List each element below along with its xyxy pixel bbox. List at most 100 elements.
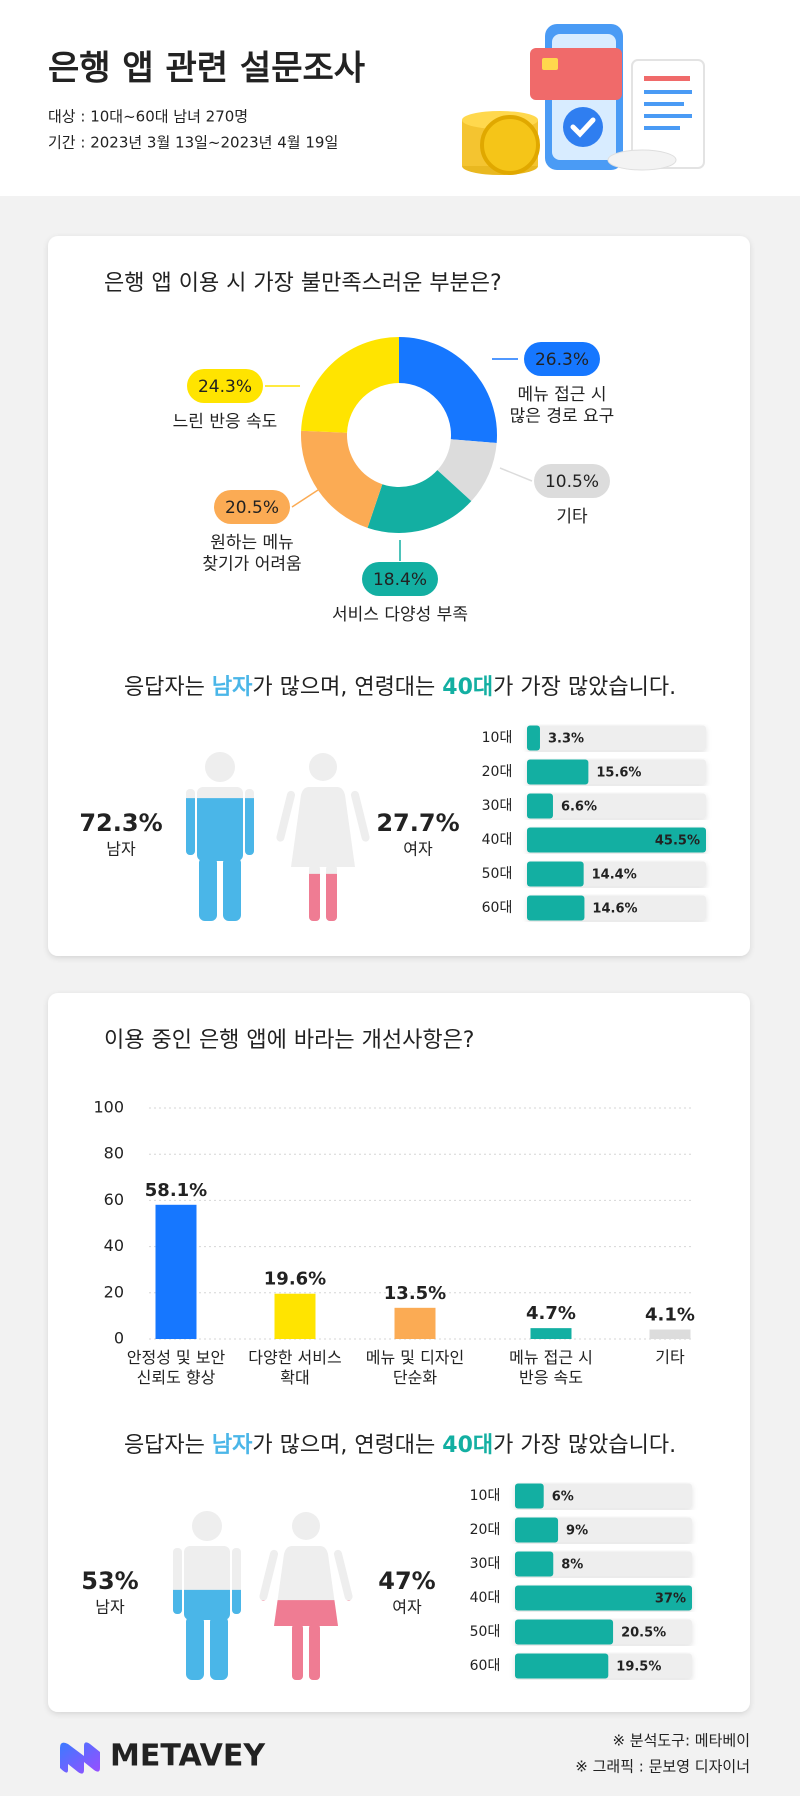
logo-icon	[60, 1742, 100, 1774]
bar	[527, 861, 584, 887]
bar	[515, 1653, 609, 1679]
leader-line	[499, 467, 533, 482]
pie-slice	[399, 337, 497, 443]
data-label: 14.4%	[592, 868, 637, 883]
y-tick-label: 0	[114, 1329, 124, 1348]
y-tick-label: 40	[104, 1236, 124, 1255]
category-label: 느린 반응 속도	[173, 412, 278, 432]
figure-part	[350, 790, 370, 842]
footer-note: ※ 그래픽 : 문보영 디자이너	[575, 1758, 750, 1776]
bar	[530, 1328, 572, 1339]
age-label: 60대	[470, 1658, 501, 1674]
bar-track	[515, 1483, 692, 1509]
bar	[515, 1585, 692, 1611]
age-label: 50대	[482, 866, 513, 882]
label-pill	[362, 562, 438, 596]
label-pill	[534, 464, 610, 498]
y-tick-label: 60	[104, 1190, 124, 1209]
gender-label: 여자	[392, 1598, 422, 1617]
data-label: 14.6%	[592, 902, 637, 917]
percent-label: 27.7%	[376, 809, 459, 837]
pie-slice	[300, 430, 383, 528]
figure-fill	[309, 873, 337, 921]
headline: 응답자는 남자가 많으며, 연령대는 40대가 가장 많았습니다.	[124, 1433, 676, 1458]
data-label: 15.6%	[596, 766, 641, 781]
x-tick-label: 다양한 서비스 확대	[248, 1348, 341, 1387]
headline-part: 가 가장 많았습니다.	[493, 1433, 676, 1458]
illustration	[462, 24, 705, 175]
data-label: 6.6%	[561, 800, 597, 815]
figure-part	[184, 1589, 230, 1620]
label-pill	[524, 342, 600, 376]
label-pill	[187, 369, 263, 403]
figure-part	[210, 1616, 228, 1680]
data-label: 6%	[552, 1490, 574, 1505]
figure-part	[309, 873, 320, 921]
data-label: 20.5%	[621, 1626, 666, 1641]
x-tick-label: 메뉴 및 디자인 단순화	[366, 1348, 465, 1387]
figure-part	[291, 787, 355, 867]
figure-fill	[173, 1589, 241, 1680]
figure-part	[192, 1511, 222, 1541]
x-tick-label: 기타	[655, 1348, 685, 1367]
y-tick-label: 20	[104, 1282, 124, 1301]
headline: 응답자는 남자가 많으며, 연령대는 40대가 가장 많았습니다.	[124, 675, 676, 700]
category-label: 메뉴 접근 시 많은 경로 요구	[510, 385, 615, 426]
question: 이용 중인 은행 앱에 바라는 개선사항은?	[104, 1028, 474, 1053]
figure-part	[276, 790, 296, 842]
data-label: 3.3%	[548, 732, 584, 747]
figure-part	[292, 1624, 303, 1680]
age-label: 40대	[482, 832, 513, 848]
age-label: 60대	[482, 900, 513, 916]
x-tick-label: 안정성 및 보안 신뢰도 향상	[127, 1348, 226, 1387]
bar	[155, 1204, 197, 1339]
bar	[274, 1293, 316, 1339]
bar-track	[527, 725, 706, 751]
age-label: 20대	[482, 764, 513, 780]
figure-part	[309, 1624, 320, 1680]
data-label: 9%	[566, 1524, 588, 1539]
data-label: 24.3%	[198, 377, 252, 397]
figure-part	[223, 857, 241, 921]
data-label: 58.1%	[145, 1180, 207, 1201]
age-label: 10대	[470, 1488, 501, 1504]
footer-note: ※ 분석도구: 메타베이	[612, 1732, 750, 1750]
figure-part	[232, 1589, 241, 1614]
bar	[527, 725, 540, 751]
bar	[515, 1517, 559, 1543]
bar	[527, 793, 553, 819]
figure-part	[197, 798, 243, 861]
figure-part	[259, 1549, 279, 1601]
figure-part	[205, 752, 235, 782]
category-label: 서비스 다양성 부족	[332, 605, 468, 625]
data-label: 13.5%	[384, 1283, 446, 1304]
percent-label: 72.3%	[79, 809, 162, 837]
category-label: 원하는 메뉴 찾기가 어려움	[202, 533, 301, 574]
figure-part	[274, 1600, 338, 1626]
category-label: 기타	[556, 507, 588, 527]
bar	[527, 895, 585, 921]
headline-part: 응답자는	[124, 1433, 212, 1458]
gender-label: 남자	[95, 1598, 125, 1617]
headline-part: 남자	[212, 1433, 253, 1458]
headline-part: 가 많으며, 연령대는	[252, 1433, 442, 1458]
headline-part: 가 많으며, 연령대는	[252, 675, 442, 700]
bar	[515, 1483, 544, 1509]
bar	[527, 759, 589, 785]
gender-label: 여자	[403, 840, 433, 859]
pie-slice	[301, 337, 399, 433]
figure-part	[245, 798, 254, 855]
data-label: 10.5%	[545, 472, 599, 492]
data-label: 20.5%	[225, 498, 279, 518]
data-label: 4.7%	[526, 1303, 576, 1324]
bar	[515, 1619, 614, 1645]
percent-label: 47%	[378, 1567, 435, 1595]
logo-text: METAVEY	[110, 1739, 266, 1774]
y-tick-label: 100	[93, 1098, 124, 1117]
bar	[394, 1307, 436, 1339]
pie-slice	[367, 470, 472, 534]
figure-fill	[186, 798, 254, 921]
bar-track	[515, 1551, 692, 1577]
data-label: 19.5%	[616, 1660, 661, 1675]
